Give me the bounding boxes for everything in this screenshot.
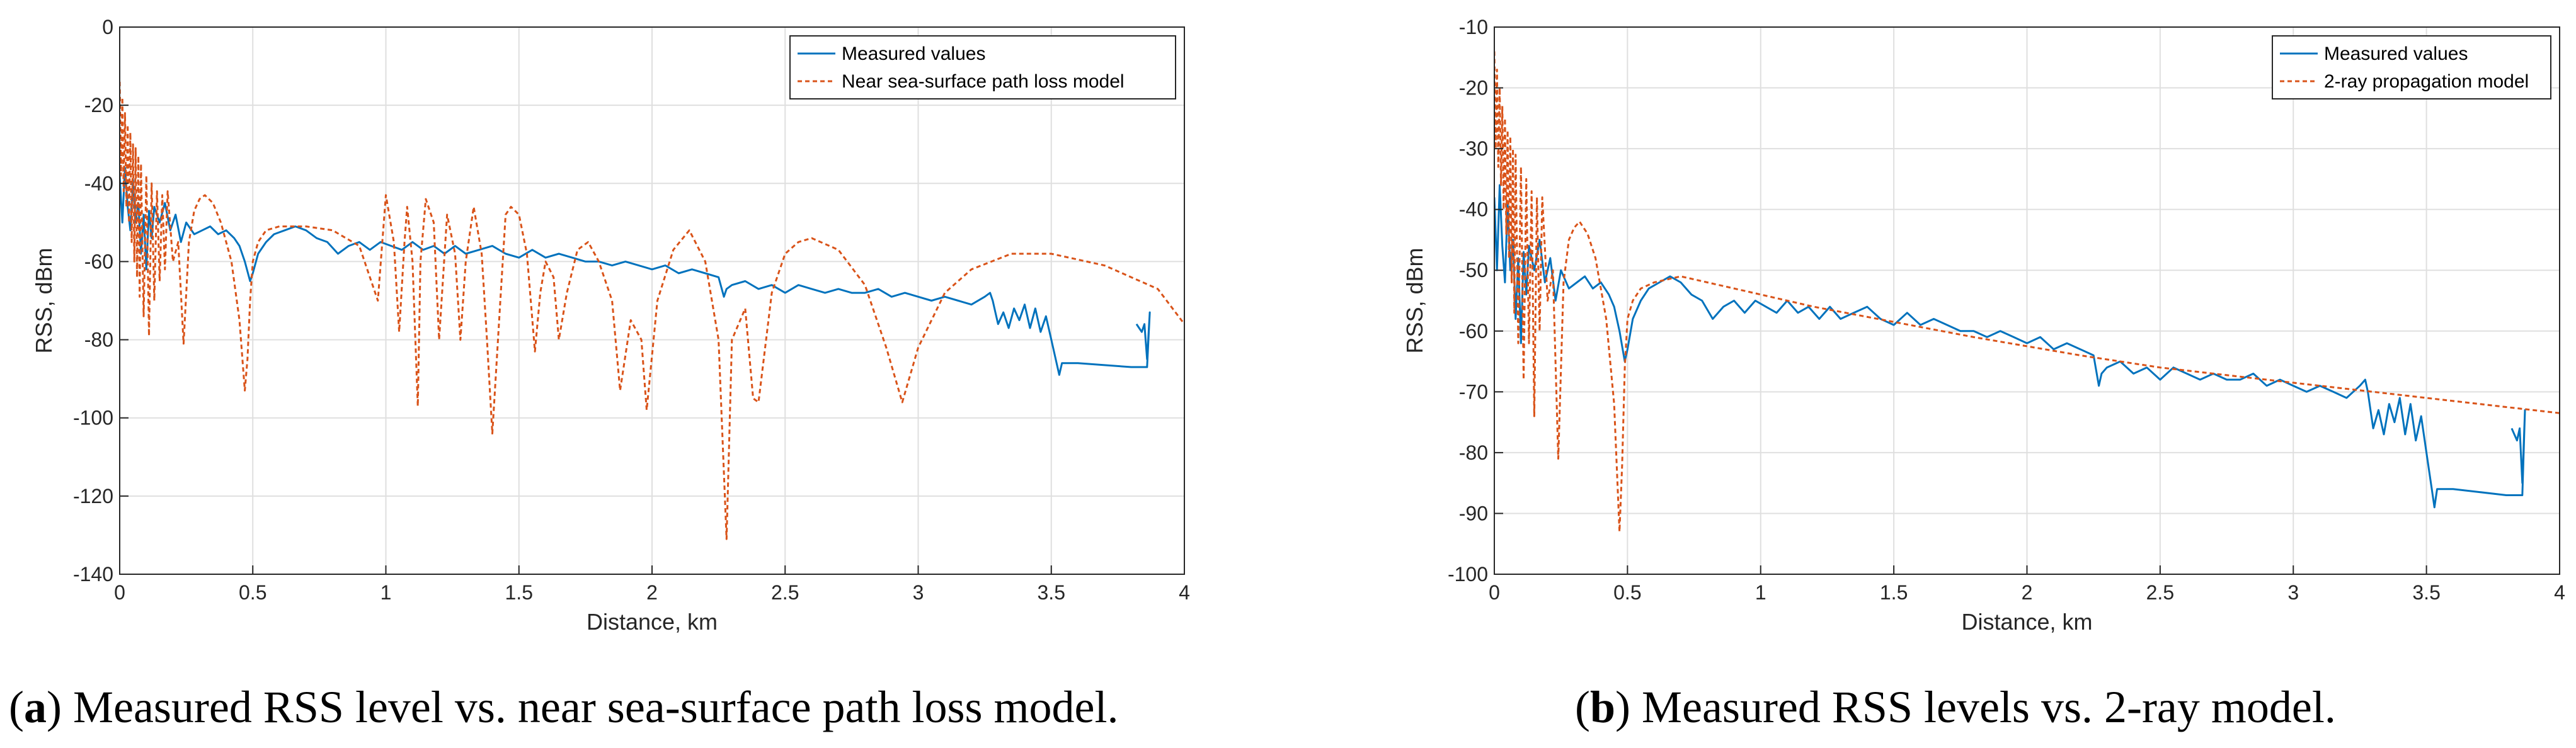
x-tick-label: 1.5 — [1880, 581, 1908, 604]
y-tick-label: -50 — [1459, 259, 1488, 281]
caption-a-letter: a — [23, 682, 47, 732]
legend-label: Near sea-surface path loss model — [842, 71, 1125, 92]
y-tick-label: -100 — [1448, 563, 1488, 586]
y-axis-label: RSS, dBm — [31, 247, 57, 353]
y-tick-label: -10 — [1459, 16, 1488, 38]
y-tick-label: -80 — [84, 329, 113, 351]
y-tick-label: -140 — [73, 563, 113, 586]
y-tick-label: 0 — [102, 16, 113, 38]
x-tick-label: 1 — [1755, 581, 1766, 604]
y-tick-label: -20 — [84, 94, 113, 116]
caption-a: (a) Measured RSS level vs. near sea-surf… — [9, 682, 1119, 732]
chart-panel-a: 0 0.5 1 1.5 2 2.5 3 3.5 4 0 -20 -40 -60 -80 -100 -120 -1… — [31, 16, 1190, 635]
caption-b: (b) Measured RSS levels vs. 2-ray model. — [1575, 682, 2336, 732]
y-tick-label: -40 — [84, 172, 113, 195]
chart-panel-b: 0 0.5 1 1.5 2 2.5 3 3.5 4 -10 -20 -30 -40 -50 -60 -70 -8… — [1402, 16, 2565, 635]
x-tick-label: 0 — [114, 581, 125, 604]
caption-b-letter: b — [1589, 682, 1616, 732]
x-tick-label: 0 — [1489, 581, 1500, 604]
x-tick-label: 2 — [646, 581, 658, 604]
y-tick-label: -60 — [84, 250, 113, 273]
series-line-model — [1494, 51, 2560, 533]
series-line-measured — [1494, 184, 2526, 509]
x-axis-label: Distance, km — [1961, 609, 2092, 635]
x-tick-label: 0.5 — [1613, 581, 1641, 604]
y-tick-label: -120 — [73, 485, 113, 507]
legend: Measured values Near sea-surface path los… — [789, 35, 1176, 99]
y-tick-label: -40 — [1459, 198, 1488, 221]
y-axis-label: RSS, dBm — [1402, 247, 1428, 353]
y-tick-label: -30 — [1459, 137, 1488, 160]
legend-label: Measured values — [2324, 43, 2468, 64]
y-tick-label: -100 — [73, 407, 113, 429]
y-tick-label: -70 — [1459, 380, 1488, 403]
legend-label: 2-ray propagation model — [2324, 71, 2529, 92]
x-tick-label: 1 — [381, 581, 392, 604]
x-tick-label: 4 — [1179, 581, 1190, 604]
x-tick-label: 1.5 — [505, 581, 533, 604]
y-tick-label: -80 — [1459, 441, 1488, 464]
legend-box — [789, 35, 1176, 99]
y-tick-label: -20 — [1459, 77, 1488, 99]
legend: Measured values 2-ray propagation model — [2272, 35, 2551, 99]
x-tick-label: 2.5 — [2146, 581, 2174, 604]
x-tick-label: 0.5 — [239, 581, 266, 604]
x-tick-label: 3 — [2287, 581, 2299, 604]
legend-box — [2272, 35, 2551, 99]
x-tick-label: 4 — [2554, 581, 2565, 604]
legend-label: Measured values — [842, 43, 985, 64]
caption-b-text: Measured RSS levels vs. 2-ray model. — [1630, 682, 2336, 732]
x-tick-label: 2.5 — [771, 581, 799, 604]
x-tick-label: 3 — [913, 581, 924, 604]
x-axis-label: Distance, km — [587, 609, 718, 635]
y-tick-label: -60 — [1459, 320, 1488, 343]
x-tick-label: 2 — [2022, 581, 2033, 604]
y-tick-label: -90 — [1459, 502, 1488, 524]
x-tick-label: 3.5 — [2412, 581, 2440, 604]
caption-a-text: Measured RSS level vs. near sea-surface … — [61, 682, 1119, 732]
x-tick-label: 3.5 — [1038, 581, 1065, 604]
